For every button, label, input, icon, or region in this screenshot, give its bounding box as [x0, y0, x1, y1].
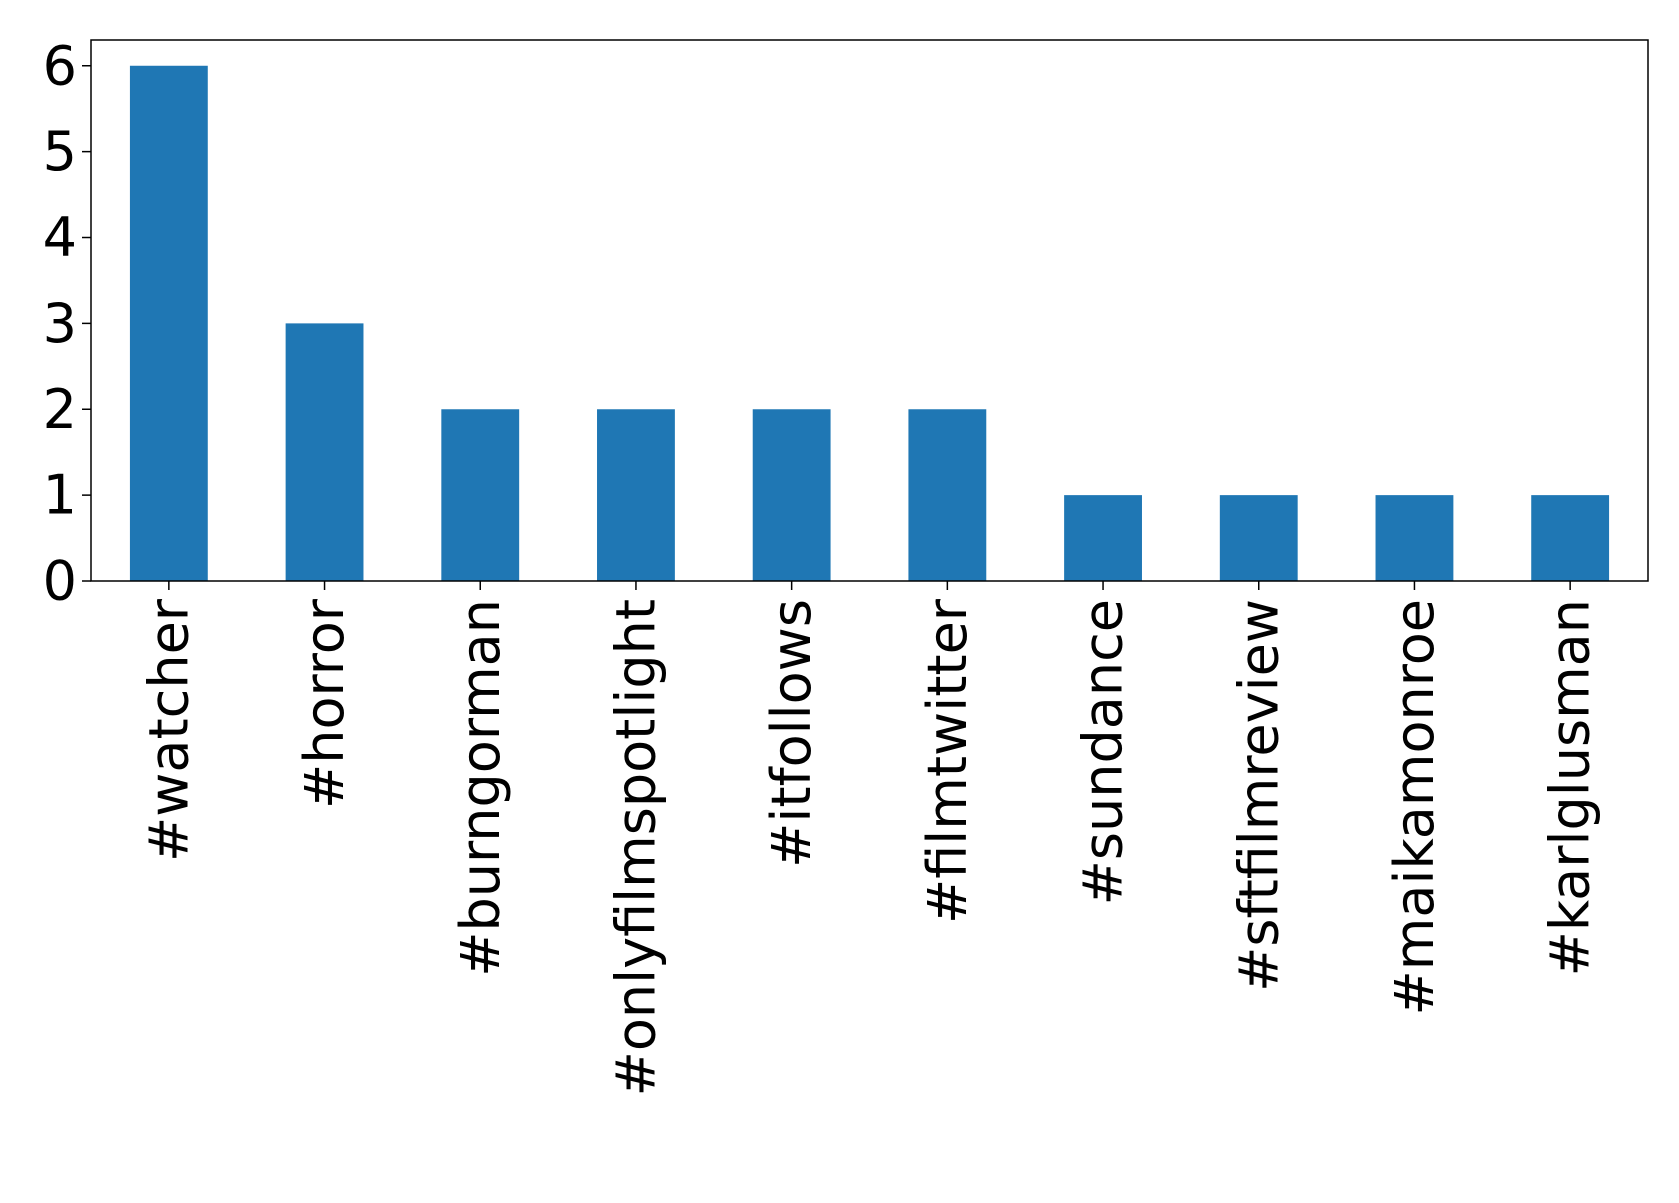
bars-group	[129, 65, 1610, 581]
bar-watcher	[129, 65, 208, 581]
axes-frame	[90, 39, 1649, 582]
x-tick-label: #filmtwitter	[916, 598, 979, 924]
bar-horror	[285, 323, 364, 581]
y-tick-label: 3	[43, 292, 77, 355]
y-tick-label: 6	[43, 34, 77, 97]
x-axis: #watcher #horror #burngorman #onlyfilmspotl…	[137, 581, 1602, 1096]
x-tick-label: #watcher	[137, 598, 200, 862]
bar-onlyfilmspotlight	[597, 409, 675, 581]
x-tick-label: #burngorman	[449, 599, 512, 977]
bar-karlglusman	[1531, 495, 1610, 581]
y-tick-label: 5	[43, 120, 77, 183]
x-tick-label: #karlglusman	[1539, 599, 1602, 976]
bar-filmtwitter	[908, 409, 987, 581]
y-tick-label: 4	[43, 206, 77, 269]
y-tick-label: 0	[43, 550, 77, 613]
x-tick-label: #sundance	[1072, 599, 1135, 905]
bar-maikamonroe	[1375, 495, 1454, 581]
bar-burngorman	[441, 409, 520, 581]
y-tick-label: 1	[43, 464, 77, 527]
x-tick-label: #sftfilmreview	[1227, 599, 1290, 992]
x-tick-label: #onlyfilmspotlight	[604, 599, 667, 1096]
x-tick-label: #itfollows	[760, 599, 823, 868]
bar-itfollows	[752, 409, 831, 581]
x-tick-label: #maikamonroe	[1383, 599, 1446, 1016]
y-tick-label: 2	[43, 378, 77, 441]
bar-sundance	[1064, 495, 1142, 581]
y-axis: 0 1 2 3 4 5 6	[43, 34, 91, 613]
x-tick-label: #horror	[293, 598, 356, 809]
bar-sftfilmreview	[1219, 495, 1298, 581]
